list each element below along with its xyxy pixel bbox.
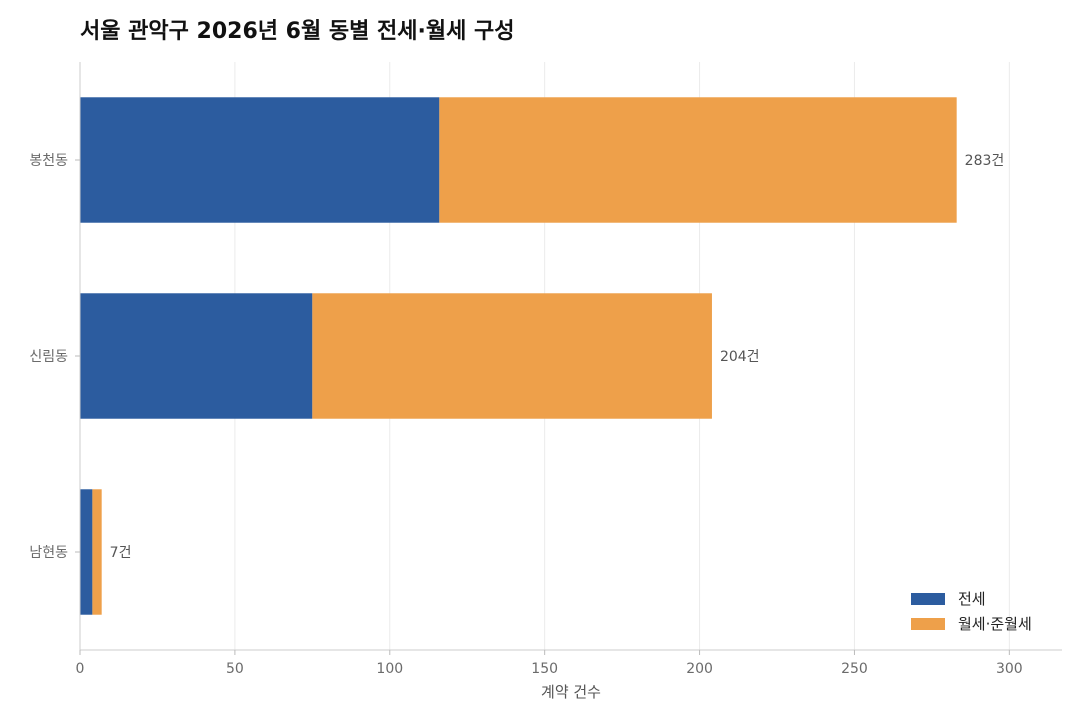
x-tick-label: 250 [841,661,868,677]
legend-label: 전세 [958,590,986,608]
total-data-label: 204건 [720,349,760,365]
bar-segment-jeonse [80,293,313,419]
x-tick-label: 50 [226,661,244,677]
bar-segment-wolse [92,489,102,615]
bar-segment-jeonse [80,97,440,223]
x-tick-label: 150 [531,661,558,677]
category-label: 신림동 [29,349,68,365]
bar-segment-jeonse [80,489,93,615]
x-axis-title: 계약 건수 [541,683,601,701]
category-label: 봉천동 [29,153,68,169]
total-data-label: 7건 [110,545,132,561]
x-tick-label: 200 [686,661,713,677]
legend-swatch [911,593,945,605]
total-data-label: 283건 [965,153,1005,169]
x-tick-label: 0 [76,661,85,677]
chart-title: 서울 관악구 2026년 6월 동별 전세·월세 구성 [80,19,514,44]
legend-label: 월세·준월세 [958,615,1032,633]
x-tick-label: 300 [996,661,1023,677]
bars [80,97,957,615]
bar-segment-wolse [312,293,712,419]
category-label: 남현동 [29,545,68,561]
data-labels: 283건 204건 7건 [110,153,1005,561]
bar-segment-wolse [439,97,957,223]
x-tick-label: 100 [376,661,403,677]
x-axis-ticks: 0 50 100 150 200 250 300 [76,650,1023,677]
legend-swatch [911,618,945,630]
